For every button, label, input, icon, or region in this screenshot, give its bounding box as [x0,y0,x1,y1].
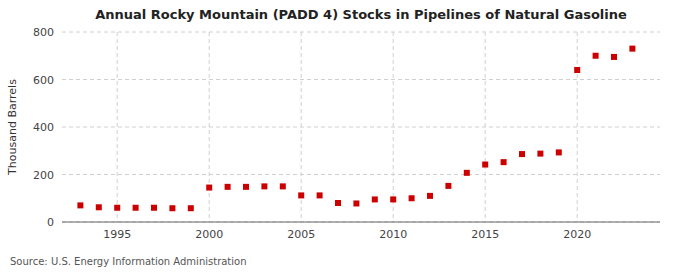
point [77,202,83,208]
point [261,183,267,189]
x-tick-label: 2005 [287,228,315,241]
x-grid-line [209,32,210,222]
y-tick-label: 200 [33,169,54,182]
y-grid-line [62,174,660,175]
point [464,170,470,176]
point [519,151,525,157]
y-grid-line [62,32,660,33]
point [206,185,212,191]
x-tick-label: 2010 [379,228,407,241]
point [335,200,341,206]
points [77,46,635,212]
point [593,53,599,59]
grid [62,32,660,222]
ticks: 0 200 400 600 800 1995 2000 2005 2010 2015 2020 [33,26,591,241]
source-note: Source: U.S. Energy Information Administ… [10,256,247,267]
x-grid-line [485,32,486,222]
x-grid-line [117,32,118,222]
x-tick-label: 2000 [195,228,223,241]
y-grid-line [62,127,660,128]
point [280,183,286,189]
point [225,184,231,190]
point [133,205,139,211]
y-grid-line [62,222,660,223]
y-tick-label: 800 [33,26,54,39]
point [114,205,120,211]
y-tick-label: 600 [33,74,54,87]
x-tick-label: 2020 [563,228,591,241]
point [482,162,488,168]
x-grid-line [577,32,578,222]
point [353,200,359,206]
point [574,67,580,73]
point [372,196,378,202]
point [96,204,102,210]
point [188,205,194,211]
x-tick-label: 1995 [103,228,131,241]
point [409,195,415,201]
point [317,192,323,198]
y-axis-label: Thousand Barrels [6,79,19,176]
point [445,183,451,189]
chart: 0 200 400 600 800 1995 2000 2005 2010 2015 2020 Ann… [0,0,675,275]
point [537,151,543,157]
title: Annual Rocky Mountain (PADD 4) Stocks in… [95,7,627,22]
point [556,149,562,155]
point [390,196,396,202]
point [169,205,175,211]
y-tick-label: 400 [33,121,54,134]
point [243,184,249,190]
point [427,193,433,199]
y-tick-label: 0 [47,216,54,229]
x-grid-line [393,32,394,222]
point [629,46,635,52]
point [298,192,304,198]
point [151,205,157,211]
x-tick-label: 2015 [471,228,499,241]
y-grid-line [62,79,660,80]
point [611,54,617,60]
x-axis-line [62,222,660,223]
point [501,159,507,165]
